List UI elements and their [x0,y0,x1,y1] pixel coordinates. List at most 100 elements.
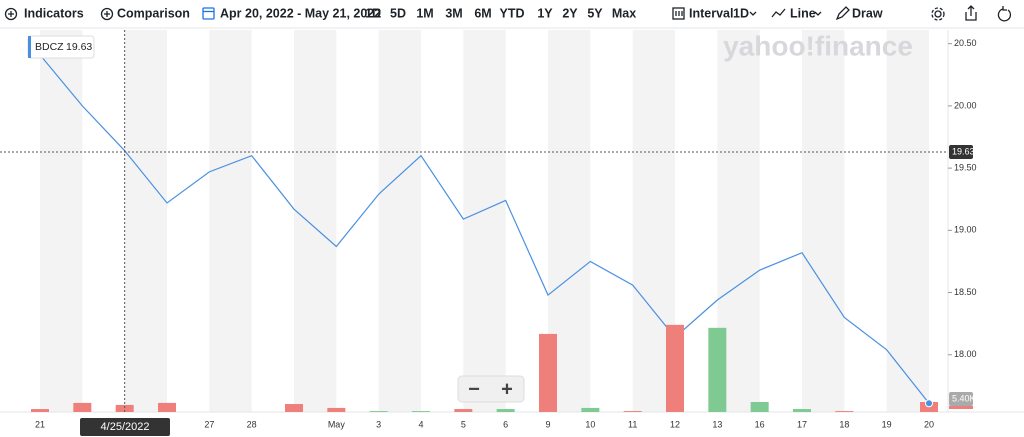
zoom-box [457,375,525,403]
range-button[interactable]: 1D [365,6,381,20]
indicators-icon-plus [8,11,14,17]
range-button[interactable]: 1M [416,6,433,20]
stripe [124,30,167,412]
settings-icon[interactable] [934,10,942,18]
chart-style-button[interactable]: Line [790,6,816,20]
x-tick-label: 6 [503,419,508,429]
volume-bar [581,407,600,412]
line-icon[interactable] [771,8,786,18]
x-tick-label: 12 [670,419,680,429]
volume-bar [496,409,515,412]
volume-bar [708,327,727,412]
volume-bar [666,324,684,412]
x-tick-label: 3 [376,419,381,429]
x-tick-label: 5 [461,419,466,429]
volume-bar [454,409,473,412]
x-tick-label: 11 [628,419,637,429]
volume-bar [285,404,303,412]
line-chevron[interactable] [814,11,822,16]
interval-icon[interactable] [672,7,685,20]
y-tick-label: 20.00 [954,100,977,110]
stripe [378,30,421,412]
crosshair-x-label: 4/25/2022 [101,421,150,433]
y-tick-label: 19.50 [954,162,977,172]
x-tick-label: 19 [882,419,892,429]
price-line [39,54,930,404]
crosshair-y-box [949,144,973,159]
stripe [40,30,83,412]
zoom-button[interactable]: + [501,378,513,400]
volume-label-bar [949,406,973,409]
last-point [925,399,933,408]
range-button[interactable]: YTD [500,6,525,20]
interval-label[interactable]: Interval [689,6,733,20]
interval-value[interactable]: 1D [733,6,749,20]
x-tick-label: 16 [755,419,765,429]
volume-label-box [949,392,973,406]
range-button[interactable]: 1Y [537,6,553,20]
x-tick-label: 20 [924,419,934,429]
volume-bar [73,402,92,412]
calendar-icon[interactable] [202,7,215,20]
stripe [294,30,337,412]
range-button[interactable]: 2Y [562,6,578,20]
x-tick-label: 18 [839,419,849,429]
stripe [463,30,506,412]
volume-bar [623,411,642,412]
watermark: yahoo!finance [723,30,913,61]
background-stripes [40,30,929,412]
volume-bar [369,411,388,412]
draw-button[interactable]: Draw [852,6,883,20]
tooltip-accent [28,36,31,58]
range-button[interactable]: 5D [390,6,406,20]
volume-bar [158,402,176,412]
range-button[interactable]: 3M [445,6,462,20]
crosshair-x-box [80,418,170,436]
y-tick-label: 18.00 [954,349,977,359]
tooltip-name: BDCZ [35,41,64,53]
x-tick-label: May [328,419,346,429]
x-tick-label: 17 [797,419,807,429]
draw-icon[interactable] [835,6,850,21]
x-tick-label: 28 [247,419,257,429]
crosshair-y-label: 19.63 [952,146,975,156]
x-tick-label: 9 [545,419,550,429]
interval-chevron[interactable] [749,11,757,16]
date-range-button[interactable]: Apr 20, 2022 - May 21, 2022 [220,6,381,20]
x-tick-label: 27 [204,419,214,429]
volume-label: 5.40K [952,393,976,403]
x-tick-label: 21 [35,419,45,429]
x-tick-label: 13 [712,419,722,429]
stripe [886,30,929,412]
range-button[interactable]: 5Y [587,6,603,20]
zoom-button[interactable]: − [468,378,480,400]
settings-icon-gear [931,7,945,21]
volume-bar [750,401,769,412]
volume-bar [835,411,854,412]
indicators-icon[interactable] [4,7,18,21]
interval-icon-lines [675,11,683,16]
y-tick-label: 18.50 [954,287,977,297]
volume-bar [793,409,811,412]
y-tick-label: 20.50 [954,38,977,48]
indicators-button[interactable]: Indicators [24,6,84,20]
range-button[interactable]: Max [612,6,636,20]
stripe [802,30,845,412]
volume-bar [539,333,557,412]
comparison-icon[interactable] [100,7,114,21]
volume-bar [327,407,346,412]
x-tick-label: 10 [585,419,595,429]
undo-icon[interactable] [997,6,1012,22]
comparison-button[interactable]: Comparison [117,6,190,20]
volume-bar [412,411,430,412]
toolbar [4,5,1012,22]
range-button[interactable]: 6M [474,6,491,20]
stripe [209,30,252,412]
share-icon[interactable] [965,5,977,21]
volume-bar [115,404,134,412]
comparison-icon-plus [104,11,110,17]
tooltip-value: 19.63 [66,41,92,53]
x-tick-label: 4 [418,419,423,429]
